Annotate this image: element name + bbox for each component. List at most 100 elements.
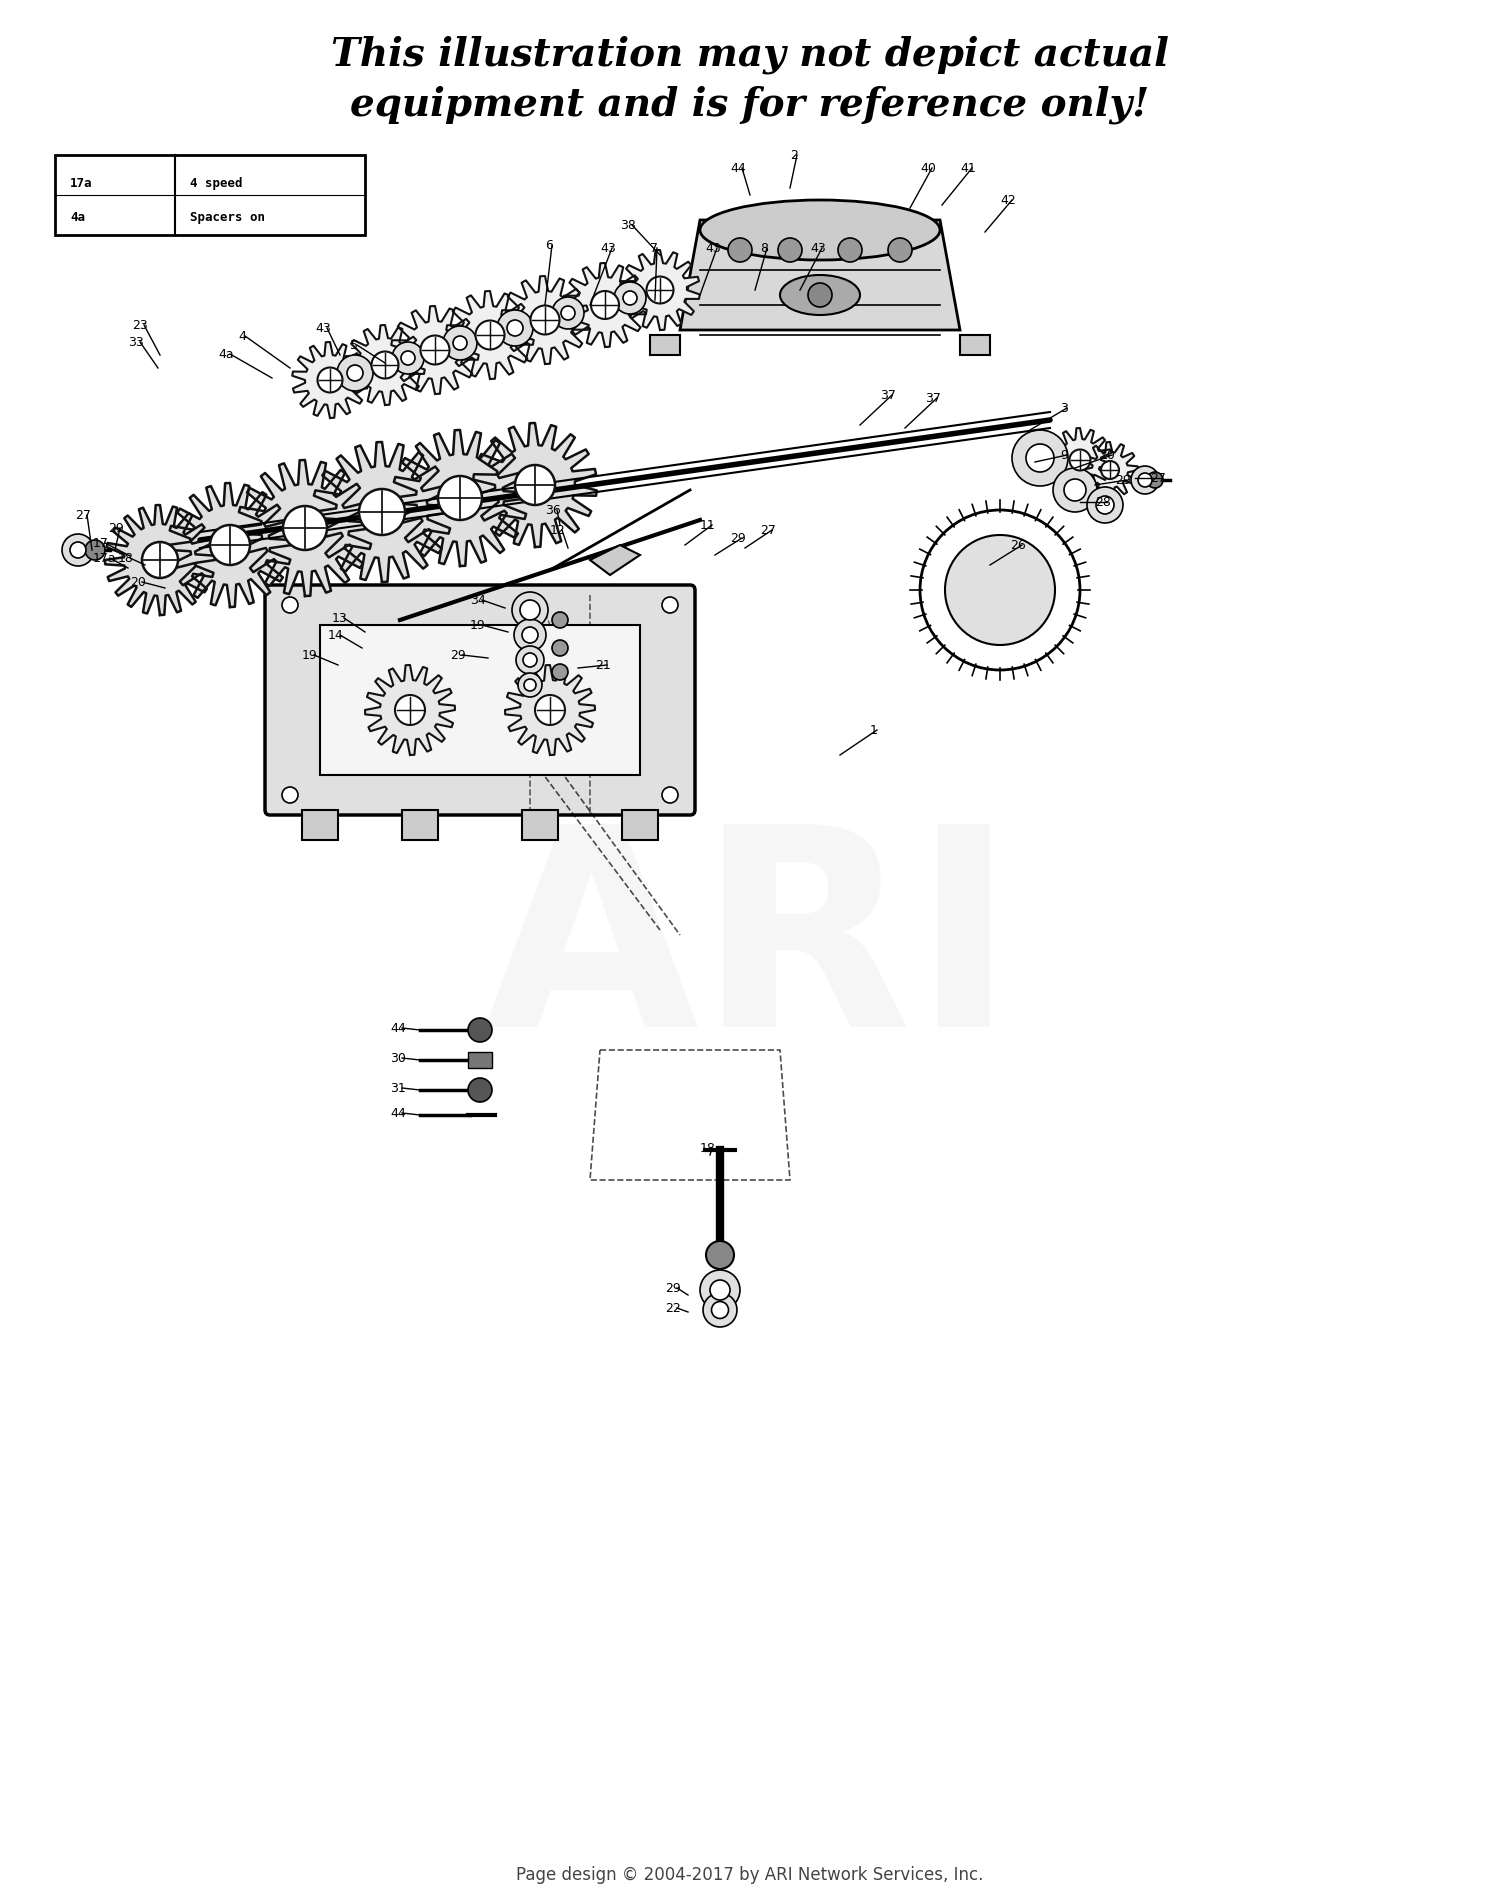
Circle shape [520,601,540,620]
Circle shape [442,325,477,359]
Circle shape [70,542,86,559]
Polygon shape [392,306,478,394]
Circle shape [438,475,482,521]
Circle shape [1088,487,1124,523]
Text: 27: 27 [760,523,776,536]
Text: 4: 4 [238,329,246,342]
Text: 29: 29 [450,648,465,662]
Polygon shape [506,665,596,755]
Circle shape [282,597,298,612]
Text: 19: 19 [470,618,486,631]
Text: 4a: 4a [70,211,86,224]
Polygon shape [1082,443,1138,498]
Bar [522,810,558,840]
Text: 29: 29 [108,521,123,534]
Circle shape [1148,471,1162,489]
Text: 28: 28 [1095,496,1112,508]
Polygon shape [168,483,292,606]
Bar [960,335,990,355]
Text: 19: 19 [302,648,318,662]
Polygon shape [237,460,374,597]
Polygon shape [472,424,597,547]
Circle shape [622,291,638,304]
Circle shape [1070,449,1090,471]
Circle shape [512,591,548,627]
Text: 23: 23 [132,319,147,331]
Circle shape [62,534,94,566]
Circle shape [507,319,524,336]
Circle shape [728,238,752,262]
Circle shape [1138,473,1152,487]
Ellipse shape [780,276,859,316]
Polygon shape [621,251,699,331]
Text: 17a: 17a [93,551,117,565]
Circle shape [704,1293,736,1327]
Text: Page design © 2004-2017 by ARI Network Services, Inc.: Page design © 2004-2017 by ARI Network S… [516,1867,984,1884]
Text: 17: 17 [93,536,110,549]
Circle shape [945,534,1054,644]
Circle shape [591,291,620,319]
Text: 18: 18 [700,1141,715,1154]
Text: 21: 21 [596,658,610,671]
Polygon shape [590,546,640,574]
Text: 37: 37 [880,388,896,401]
Text: 43: 43 [810,241,825,255]
Circle shape [210,525,251,565]
Bar [302,810,338,840]
Circle shape [614,281,646,314]
Circle shape [496,310,532,346]
Circle shape [392,342,424,374]
Circle shape [710,1279,730,1300]
Circle shape [468,1078,492,1103]
Circle shape [706,1241,734,1270]
Text: 37: 37 [926,392,940,405]
Text: 27: 27 [75,508,92,521]
Text: 40: 40 [920,162,936,175]
Bar [320,625,640,776]
Polygon shape [105,506,214,616]
Text: 8: 8 [760,241,768,255]
Circle shape [778,238,802,262]
Text: 36: 36 [544,504,561,517]
Text: 4 speed: 4 speed [190,177,243,190]
Text: Spacers on: Spacers on [190,211,266,224]
Circle shape [536,696,566,724]
Circle shape [394,696,424,724]
Text: 43: 43 [600,241,615,255]
Circle shape [318,367,342,392]
Circle shape [1064,479,1086,502]
Circle shape [514,620,546,650]
Text: 29: 29 [730,532,746,544]
Circle shape [86,540,105,561]
Polygon shape [392,430,528,566]
Circle shape [1101,462,1119,479]
Circle shape [1053,468,1096,511]
Text: 5: 5 [350,338,358,352]
Polygon shape [680,221,960,331]
Text: 42: 42 [1000,194,1016,207]
Text: 13: 13 [332,612,348,625]
Circle shape [514,466,555,506]
Text: 44: 44 [730,162,746,175]
Text: 18: 18 [118,551,134,565]
Circle shape [476,321,504,350]
Text: ARI: ARI [484,816,1016,1085]
Bar [468,1051,492,1068]
Text: 43: 43 [705,241,720,255]
Circle shape [552,641,568,656]
Text: 2: 2 [790,148,798,162]
Text: 41: 41 [960,162,975,175]
Text: 33: 33 [128,335,144,348]
Circle shape [1013,430,1068,487]
Text: 29: 29 [1114,473,1131,487]
Circle shape [400,352,416,365]
Circle shape [646,276,674,304]
Text: 44: 44 [390,1106,405,1120]
Bar [56,156,364,236]
Text: 30: 30 [390,1051,406,1065]
Text: 10: 10 [1100,449,1116,462]
Circle shape [531,306,560,335]
Circle shape [453,336,466,350]
Circle shape [516,646,544,675]
Circle shape [142,542,178,578]
